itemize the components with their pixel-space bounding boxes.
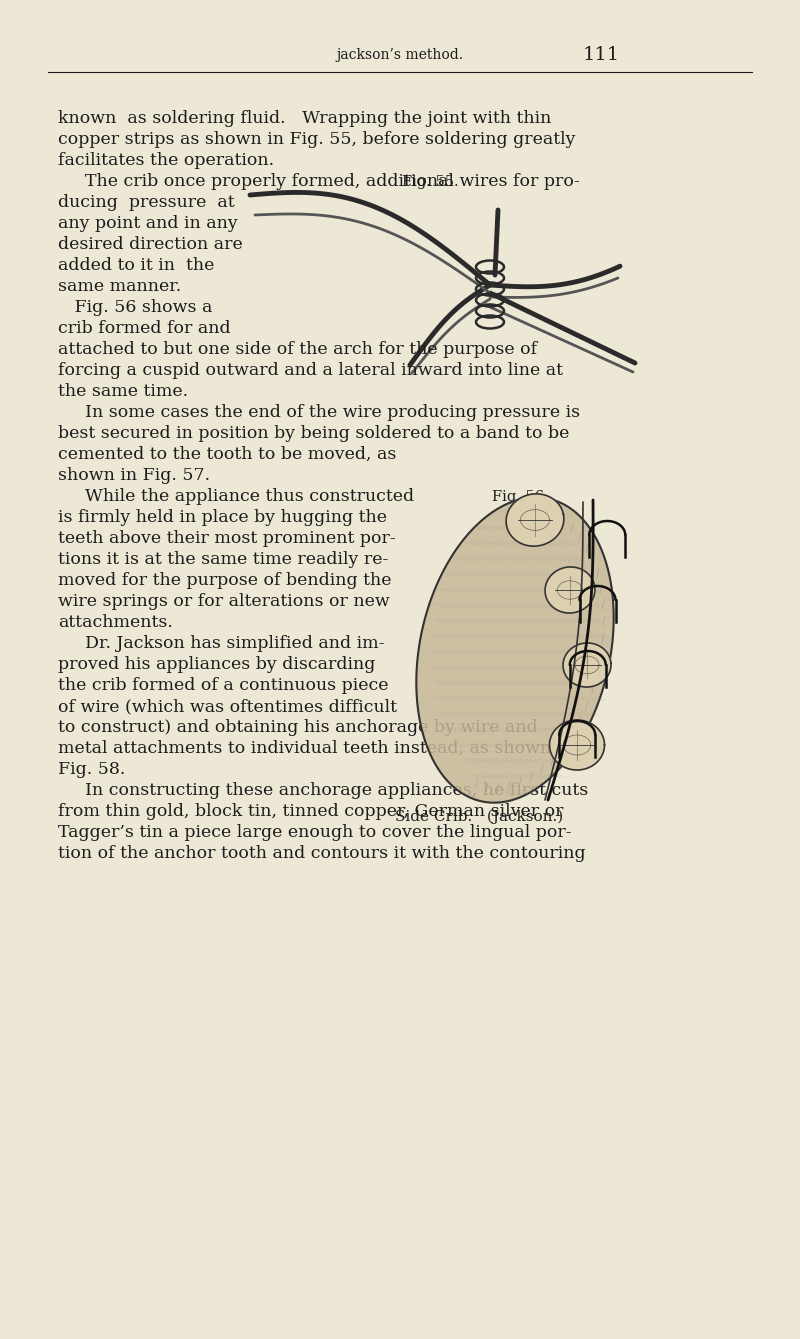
Text: Side Crib.   (Jackson.): Side Crib. (Jackson.) [395, 810, 563, 825]
Polygon shape [550, 720, 605, 770]
Text: moved for the purpose of bending the: moved for the purpose of bending the [58, 572, 391, 589]
Polygon shape [545, 566, 595, 613]
Text: cemented to the tooth to be moved, as: cemented to the tooth to be moved, as [58, 446, 396, 463]
Text: Fig. 55.: Fig. 55. [402, 175, 458, 189]
Text: teeth above their most prominent por-: teeth above their most prominent por- [58, 530, 396, 548]
Text: attached to but one side of the arch for the purpose of: attached to but one side of the arch for… [58, 341, 537, 358]
Text: shown in Fig. 57.: shown in Fig. 57. [58, 467, 210, 483]
Text: Fig. 58.: Fig. 58. [58, 761, 126, 778]
Polygon shape [563, 643, 611, 687]
Text: any point and in any: any point and in any [58, 216, 238, 232]
Text: ducing  pressure  at: ducing pressure at [58, 194, 234, 212]
Text: copper strips as shown in Fig. 55, before soldering greatly: copper strips as shown in Fig. 55, befor… [58, 131, 575, 149]
Text: tions it is at the same time readily re-: tions it is at the same time readily re- [58, 552, 388, 568]
Text: wire springs or for alterations or new: wire springs or for alterations or new [58, 593, 390, 611]
Text: from thin gold, block tin, tinned copper, German silver or: from thin gold, block tin, tinned copper… [58, 803, 563, 819]
Text: Fig. 56 shows a: Fig. 56 shows a [58, 299, 212, 316]
Text: jackson’s method.: jackson’s method. [337, 48, 463, 62]
Text: tion of the anchor tooth and contours it with the contouring: tion of the anchor tooth and contours it… [58, 845, 586, 862]
Text: desired direction are: desired direction are [58, 236, 242, 253]
Text: Tagger’s tin a piece large enough to cover the lingual por-: Tagger’s tin a piece large enough to cov… [58, 823, 572, 841]
Polygon shape [506, 494, 564, 546]
Text: best secured in position by being soldered to a band to be: best secured in position by being solder… [58, 424, 570, 442]
Text: forcing a cuspid outward and a lateral inward into line at: forcing a cuspid outward and a lateral i… [58, 362, 563, 379]
Text: In some cases the end of the wire producing pressure is: In some cases the end of the wire produc… [85, 404, 580, 420]
Text: to construct) and obtaining his anchorage by wire and: to construct) and obtaining his anchorag… [58, 719, 538, 736]
Text: known  as soldering fluid.   Wrapping the joint with thin: known as soldering fluid. Wrapping the j… [58, 110, 551, 127]
Text: facilitates the operation.: facilitates the operation. [58, 153, 274, 169]
Text: the crib formed of a continuous piece: the crib formed of a continuous piece [58, 678, 389, 694]
Text: Dr. Jackson has simplified and im-: Dr. Jackson has simplified and im- [85, 635, 385, 652]
Text: proved his appliances by discarding: proved his appliances by discarding [58, 656, 375, 674]
Text: While the appliance thus constructed: While the appliance thus constructed [85, 487, 414, 505]
Text: crib formed for and: crib formed for and [58, 320, 230, 337]
Text: 111: 111 [583, 46, 620, 64]
Text: attachments.: attachments. [58, 615, 173, 631]
Text: added to it in  the: added to it in the [58, 257, 214, 274]
Text: of wire (which was oftentimes difficult: of wire (which was oftentimes difficult [58, 698, 397, 715]
Text: same manner.: same manner. [58, 279, 182, 295]
Polygon shape [416, 497, 614, 802]
Text: Fig. 56.: Fig. 56. [492, 490, 548, 503]
Text: is firmly held in place by hugging the: is firmly held in place by hugging the [58, 509, 387, 526]
Text: The crib once properly formed, additional wires for pro-: The crib once properly formed, additiona… [85, 173, 580, 190]
Text: the same time.: the same time. [58, 383, 188, 400]
Text: In constructing these anchorage appliances, he first cuts: In constructing these anchorage applianc… [85, 782, 588, 799]
Text: metal attachments to individual teeth instead, as shown in: metal attachments to individual teeth in… [58, 740, 574, 757]
